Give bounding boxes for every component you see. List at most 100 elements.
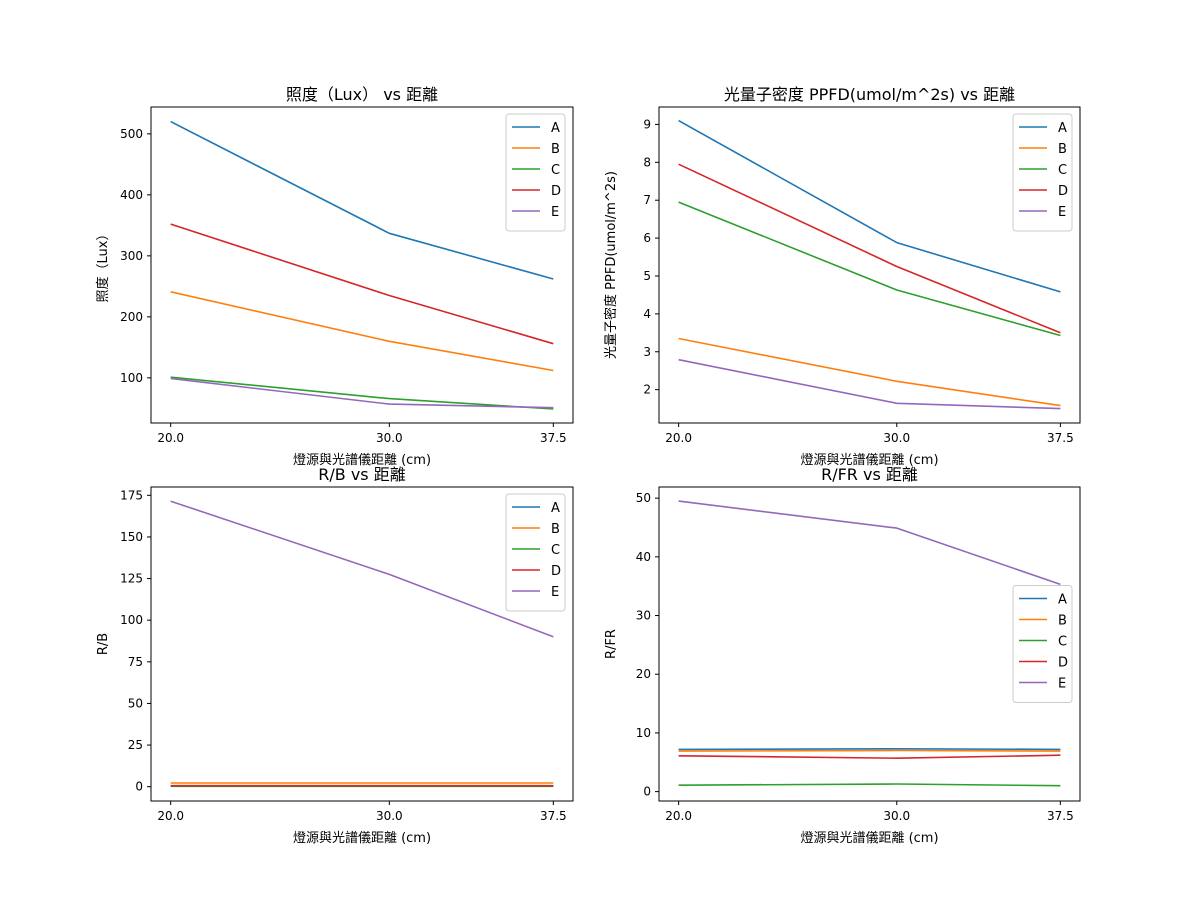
chart-title: 照度（Lux） vs 距離 — [286, 85, 438, 104]
x-tick-label: 37.5 — [1047, 809, 1074, 823]
legend-label-D: D — [551, 564, 561, 579]
y-tick-label: 100 — [120, 371, 143, 385]
x-axis-label: 燈源與光譜儀距離 (cm) — [800, 831, 938, 846]
legend-label-E: E — [551, 585, 559, 600]
series-line-C — [678, 783, 1061, 787]
series-line-C — [170, 376, 554, 410]
legend-label-A: A — [551, 121, 560, 136]
y-tick-label: 5 — [643, 269, 651, 283]
subplot-3: 20.0 30.0 37.5 0 25 50 75 100 125 150 175 R/B vs 距離… — [96, 465, 574, 846]
legend-box — [1012, 113, 1073, 232]
y-axis-label: 照度（Lux） — [95, 228, 111, 303]
y-tick-label: 2 — [643, 383, 651, 397]
x-tick-label: 20.0 — [665, 431, 692, 445]
axes-frame — [150, 106, 574, 424]
y-tick-label: 150 — [120, 530, 143, 544]
legend-label-E: E — [1058, 205, 1066, 220]
legend-label-B: B — [551, 522, 560, 537]
y-tick-label: 10 — [636, 726, 651, 740]
y-tick-label: 200 — [120, 310, 143, 324]
series-line-D — [170, 223, 554, 345]
legend-label-D: D — [1058, 184, 1068, 199]
legend-label-C: C — [551, 163, 560, 178]
legend-label-A: A — [1058, 121, 1067, 136]
legend-label-E: E — [1058, 677, 1066, 692]
series-line-A — [678, 747, 1061, 751]
series-line-B — [678, 337, 1061, 407]
series-line-D — [678, 754, 1061, 760]
series-line-E — [170, 500, 554, 638]
x-tick-label: 37.5 — [540, 431, 567, 445]
y-tick-label: 7 — [643, 193, 651, 207]
legend-label-B: B — [1058, 614, 1067, 629]
subplot-2: 20.0 30.0 37.5 2 3 4 5 6 7 8 9 光量子密度 PPFD(umol/m^2s… — [603, 85, 1081, 468]
y-tick-label: 100 — [120, 613, 143, 627]
chart-title: R/FR vs 距離 — [821, 465, 918, 484]
legend-label-B: B — [1058, 142, 1067, 157]
subplot-1: 20.0 30.0 37.5 100 200 300 400 500 照度（Lux） vs 距離… — [95, 85, 574, 468]
x-tick-label: 30.0 — [376, 431, 403, 445]
x-tick-label: 20.0 — [157, 809, 184, 823]
legend-box — [505, 493, 566, 612]
y-tick-label: 50 — [636, 491, 651, 505]
y-tick-label: 50 — [128, 696, 143, 710]
y-axis-label: 光量子密度 PPFD(umol/m^2s) — [603, 171, 619, 359]
y-tick-label: 0 — [643, 785, 651, 799]
legend-box — [505, 113, 566, 232]
x-axis-label: 燈源與光譜儀距離 (cm) — [800, 453, 938, 468]
x-tick-label: 37.5 — [1047, 431, 1074, 445]
y-tick-label: 500 — [120, 127, 143, 141]
legend-label-C: C — [551, 543, 560, 558]
y-tick-label: 300 — [120, 249, 143, 263]
legend-label-C: C — [1058, 163, 1067, 178]
x-tick-label: 20.0 — [157, 431, 184, 445]
series-line-D — [678, 163, 1061, 334]
y-tick-label: 400 — [120, 188, 143, 202]
y-tick-label: 4 — [643, 307, 651, 321]
y-tick-label: 8 — [643, 155, 651, 169]
legend-label-C: C — [1058, 635, 1067, 650]
series-line-B — [170, 291, 554, 372]
series-line-E — [678, 358, 1061, 410]
chart-title: R/B vs 距離 — [318, 465, 405, 484]
y-tick-label: 125 — [120, 572, 143, 586]
y-tick-label: 175 — [120, 488, 143, 502]
legend-label-A: A — [1058, 593, 1067, 608]
y-axis-label: R/FR — [604, 629, 619, 659]
axes-frame — [658, 106, 1081, 424]
legend-box — [1012, 585, 1073, 703]
legend-label-D: D — [551, 184, 561, 199]
series-line-B — [678, 749, 1061, 752]
series-line-E — [170, 377, 554, 409]
y-tick-label: 20 — [636, 667, 651, 681]
series-line-A — [170, 120, 554, 280]
x-tick-label: 37.5 — [540, 809, 567, 823]
legend-label-D: D — [1058, 656, 1068, 671]
series-line-C — [678, 201, 1061, 337]
x-axis-label: 燈源與光譜儀距離 (cm) — [293, 453, 431, 468]
axes-frame — [658, 486, 1081, 802]
y-tick-label: 40 — [636, 550, 651, 564]
y-axis-label: R/B — [96, 633, 111, 655]
x-tick-label: 30.0 — [883, 431, 910, 445]
y-tick-label: 30 — [636, 609, 651, 623]
y-tick-label: 75 — [128, 655, 143, 669]
chart-title: 光量子密度 PPFD(umol/m^2s) vs 距離 — [724, 85, 1015, 104]
legend-label-B: B — [551, 142, 560, 157]
x-tick-label: 20.0 — [665, 809, 692, 823]
x-tick-label: 30.0 — [883, 809, 910, 823]
axes-frame — [150, 486, 574, 802]
subplot-4: 20.0 30.0 37.5 0 10 20 30 40 50 R/FR vs 距離燈源與光譜儀距… — [604, 465, 1081, 846]
series-line-E — [678, 500, 1061, 586]
legend-label-A: A — [551, 501, 560, 516]
y-tick-label: 3 — [643, 345, 651, 359]
y-tick-label: 6 — [643, 231, 651, 245]
legend-label-E: E — [551, 205, 559, 220]
y-tick-label: 0 — [135, 780, 143, 794]
y-tick-label: 25 — [128, 738, 143, 752]
